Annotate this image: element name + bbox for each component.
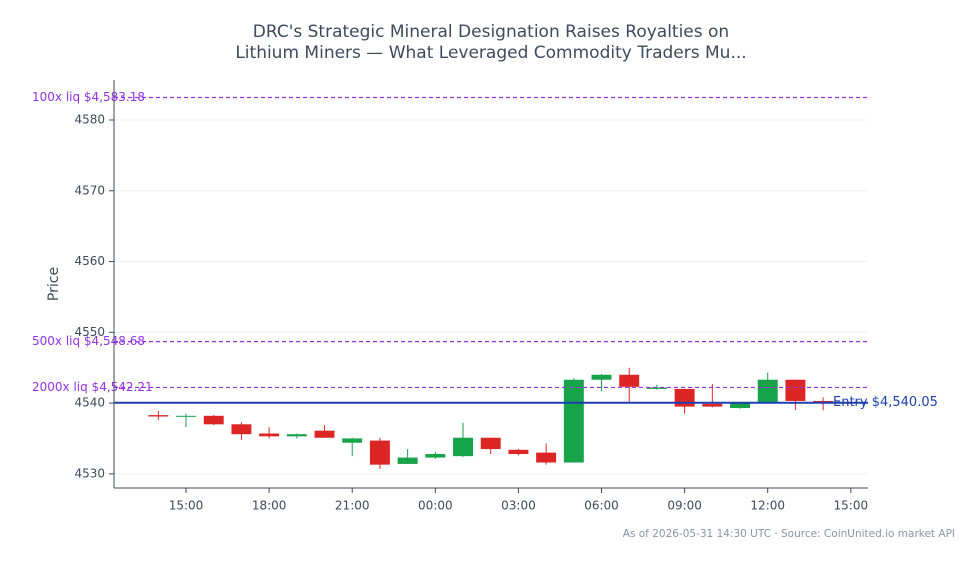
y-tick-label: 4560 <box>74 254 105 268</box>
candle-body <box>369 440 390 465</box>
candle-body <box>591 374 612 380</box>
x-tick-label: 15:00 <box>834 499 869 513</box>
candle-body <box>730 403 750 409</box>
candle-body <box>563 379 584 463</box>
candle-body <box>259 433 280 437</box>
y-tick-label: 4580 <box>74 112 105 126</box>
chart-title: DRC's Strategic Mineral Designation Rais… <box>253 22 729 42</box>
candle-body <box>425 454 446 458</box>
candle-body <box>148 415 169 417</box>
y-tick-label: 4550 <box>74 325 105 339</box>
y-tick-label: 4530 <box>74 466 105 480</box>
candle-body <box>397 457 418 464</box>
footnote: As of 2026-05-31 14:30 UTC · Source: Coi… <box>623 528 955 540</box>
candle-body <box>508 449 529 455</box>
candle-body <box>646 387 667 389</box>
x-tick-label: 03:00 <box>501 499 536 513</box>
y-axis-label: Price <box>46 267 62 301</box>
candle-body <box>785 379 806 401</box>
x-tick-label: 09:00 <box>667 499 702 513</box>
candle-body <box>203 415 224 425</box>
candle-body <box>342 438 363 443</box>
candle-body <box>702 403 723 407</box>
y-tick-label: 4540 <box>74 396 105 410</box>
y-tick-label: 4570 <box>74 183 105 197</box>
candle-body <box>480 437 501 450</box>
candle-body <box>757 379 778 404</box>
x-tick-label: 06:00 <box>584 499 619 513</box>
candle-body <box>286 434 307 437</box>
candle-body <box>619 374 640 387</box>
x-tick-label: 21:00 <box>335 499 370 513</box>
x-tick-label: 18:00 <box>252 499 287 513</box>
level-label: Entry $4,540.05 <box>833 395 938 410</box>
x-tick-label: 00:00 <box>418 499 453 513</box>
candle-body <box>536 452 557 463</box>
candle-body <box>231 424 252 435</box>
chart-title: Lithium Miners — What Leveraged Commodit… <box>235 43 746 63</box>
candle-body <box>674 388 695 407</box>
x-tick-label: 15:00 <box>169 499 204 513</box>
level-label: 2000x liq $4,542.21 <box>32 380 153 394</box>
level-label: 100x liq $4,583.18 <box>32 90 145 104</box>
x-tick-label: 12:00 <box>750 499 785 513</box>
level-label: 500x liq $4,548.68 <box>32 334 145 348</box>
candle-body <box>453 437 473 457</box>
candle-body <box>176 415 196 417</box>
candle-body <box>314 430 335 438</box>
